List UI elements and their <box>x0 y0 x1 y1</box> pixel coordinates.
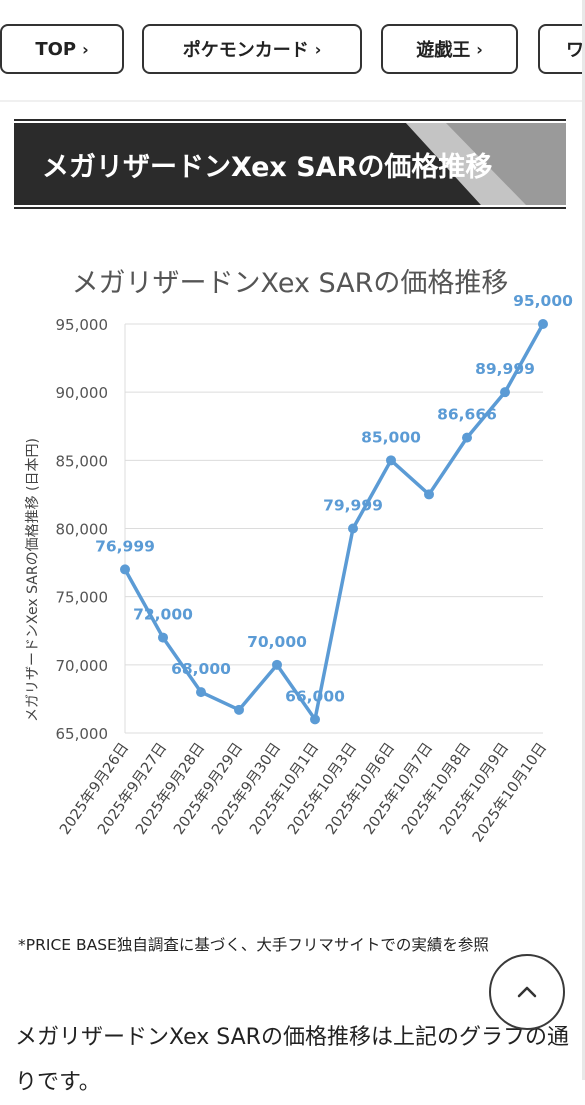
banner-bottom-rule <box>14 207 566 209</box>
data-label: 72,000 <box>133 606 193 624</box>
y-tick-label: 95,000 <box>56 316 109 334</box>
body-paragraph: メガリザードンXex SARの価格推移は上記のグラフの通りです。 <box>15 1025 569 1095</box>
x-tick-label: 2025年10月7日 <box>360 740 436 838</box>
x-tick-label: 2025年10月1日 <box>246 740 322 838</box>
x-tick-label: 2025年9月27日 <box>94 740 170 838</box>
section-heading: メガリザードンXex SARの価格推移 <box>14 123 566 205</box>
data-label: 68,000 <box>171 660 231 678</box>
nav-pokemon-card-label: ポケモンカード <box>182 40 309 61</box>
data-label: 86,666 <box>437 406 497 424</box>
x-tick-label: 2025年9月30日 <box>208 740 284 838</box>
data-point <box>500 387 510 398</box>
data-label: 95,000 <box>513 292 573 310</box>
data-label: 76,999 <box>95 537 155 555</box>
x-tick-label: 2025年10月3日 <box>284 740 360 838</box>
x-tick-label: 2025年10月9日 <box>436 740 512 838</box>
source-note: *PRICE BASE独自調査に基づく、大手フリマサイトでの実績を参照 <box>18 936 489 954</box>
nav-yugioh-label: 遊戯王 <box>416 40 471 61</box>
nav-top-label: TOP <box>35 38 77 60</box>
banner-stripe <box>406 123 566 205</box>
chevron-right-icon: › <box>476 39 483 59</box>
x-tick-label: 2025年9月28日 <box>132 740 208 838</box>
x-tick-label: 2025年10月8日 <box>398 740 474 838</box>
nav-next-button[interactable]: ワ <box>538 24 585 74</box>
x-tick-label: 2025年10月6日 <box>322 740 398 838</box>
price-chart: メガリザードンXex SARの価格推移 メガリザードンXex SARの価格推移 … <box>25 268 573 846</box>
chart-x-ticks: 2025年9月26日2025年9月27日2025年9月28日2025年9月29日… <box>56 740 550 846</box>
data-point <box>158 632 168 643</box>
page-scrollbar[interactable] <box>582 0 585 1080</box>
nav-pokemon-card-button[interactable]: ポケモンカード › <box>142 24 362 74</box>
data-point <box>424 489 434 500</box>
data-label: 66,000 <box>285 687 345 705</box>
data-label: 79,999 <box>323 497 383 515</box>
chevron-right-icon: › <box>82 39 89 59</box>
data-point <box>196 687 206 698</box>
data-point <box>348 523 358 534</box>
nav-next-label: ワ <box>566 40 584 61</box>
chevron-up-icon <box>517 986 537 998</box>
data-label: 89,999 <box>475 360 535 378</box>
x-tick-label: 2025年9月29日 <box>170 740 246 838</box>
data-point <box>386 455 396 466</box>
data-point <box>310 714 320 725</box>
chart-series <box>120 319 548 725</box>
top-nav: TOP › ポケモンカード › 遊戯王 › ワ <box>0 0 585 102</box>
series-line <box>123 323 545 722</box>
y-tick-label: 85,000 <box>56 452 109 470</box>
banner-top-rule <box>14 119 566 121</box>
data-point <box>272 659 282 670</box>
y-tick-label: 80,000 <box>56 521 109 539</box>
y-tick-label: 65,000 <box>56 725 109 743</box>
y-tick-label: 70,000 <box>56 657 109 675</box>
back-to-top-button[interactable] <box>489 954 565 1030</box>
data-point <box>120 564 130 575</box>
y-tick-label: 75,000 <box>56 589 109 607</box>
data-label: 70,000 <box>247 633 307 651</box>
x-tick-label: 2025年9月26日 <box>56 740 132 838</box>
data-label: 85,000 <box>361 428 421 446</box>
nav-yugioh-button[interactable]: 遊戯王 › <box>381 24 518 74</box>
y-tick-label: 90,000 <box>56 384 109 402</box>
chart-gridlines <box>124 323 543 734</box>
data-point <box>538 319 548 329</box>
data-point <box>462 432 472 443</box>
section-heading-title: メガリザードンXex SARの価格推移 <box>42 151 493 183</box>
chevron-right-icon: › <box>314 39 322 59</box>
chart-data-labels: 76,999 72,000 68,000 70,000 66,000 79,999 85,0… <box>95 292 573 705</box>
chart-title: メガリザードンXex SARの価格推移 <box>72 268 509 299</box>
chart-y-ticks: 95,000 90,000 85,000 80,000 75,000 70,000 65,0… <box>56 316 109 743</box>
nav-top-button[interactable]: TOP › <box>0 24 124 74</box>
data-point <box>234 704 244 715</box>
chart-y-axis-label: メガリザードンXex SARの価格推移 (日本円) <box>25 438 41 722</box>
